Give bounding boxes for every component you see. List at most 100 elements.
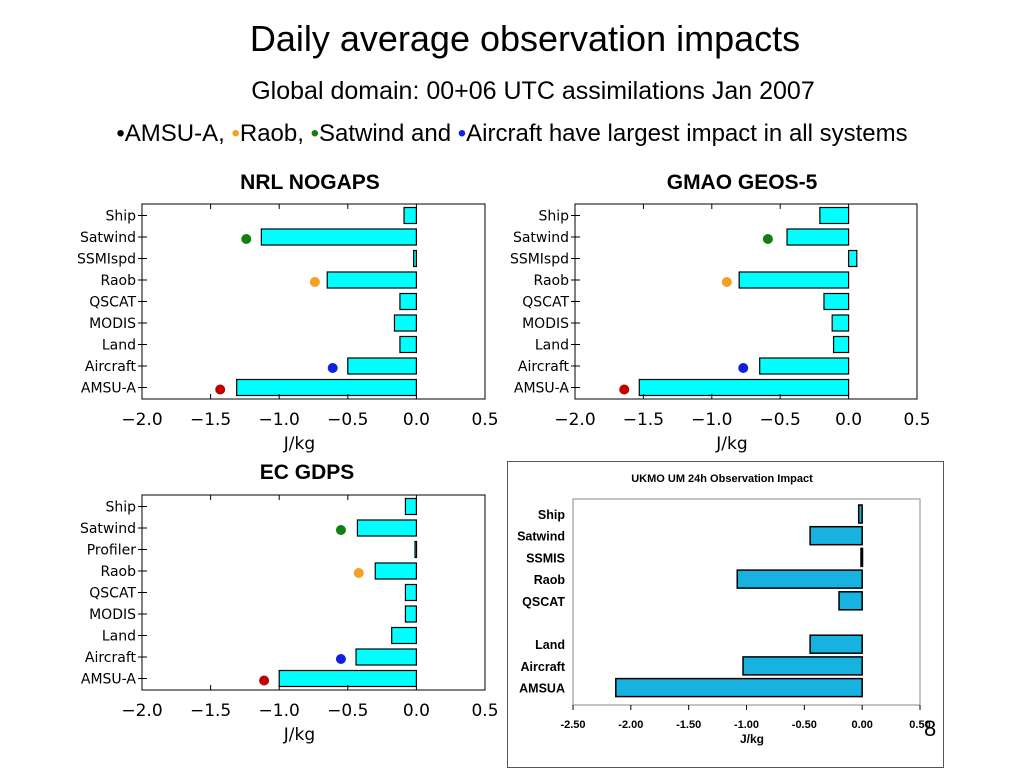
nogaps-bar-aircraft bbox=[347, 357, 417, 375]
ukmo-bar-amsua bbox=[615, 677, 863, 698]
ecgdps-bar-aircraft bbox=[355, 648, 418, 666]
geos5-panel-title: GMAO GEOS-5 bbox=[666, 171, 818, 194]
ukmo-ytick-label-3: Raob bbox=[534, 573, 566, 587]
ecgdps-bar-satwind bbox=[356, 519, 417, 537]
ukmo-ytick-label-6: Land bbox=[535, 638, 565, 652]
aircraft-bullet: • bbox=[457, 120, 467, 147]
ukmo-bar-satwind bbox=[809, 525, 863, 546]
nogaps-ytick-label-7: Aircraft bbox=[85, 359, 137, 375]
nogaps-ytick-label-1: Satwind bbox=[80, 230, 136, 246]
ukmo-ytick-label-0: Ship bbox=[538, 508, 565, 522]
nogaps-marker-satwind bbox=[241, 234, 252, 244]
nogaps-bar-satwind bbox=[260, 228, 418, 246]
nogaps-bar-qscat bbox=[399, 292, 418, 311]
ecgdps-bar-land bbox=[391, 626, 418, 645]
geos5-xtick-label-0: −2.0 bbox=[554, 410, 595, 430]
geos5-ytick-label-1: Satwind bbox=[513, 230, 569, 246]
ukmo-ytick-label-2: SSMIS bbox=[526, 551, 565, 565]
nogaps-ytick-label-4: QSCAT bbox=[89, 295, 136, 311]
ukmo-xtick-label-4: -0.50 bbox=[792, 719, 817, 731]
geos5-ytick-label-4: QSCAT bbox=[522, 295, 569, 311]
ecgdps-ytick-label-0: Ship bbox=[105, 500, 136, 516]
nogaps-ytick-label-6: Land bbox=[102, 338, 136, 354]
geos5-ytick-label-0: Ship bbox=[538, 209, 569, 225]
ecgdps-xtick-label-0: −2.0 bbox=[121, 701, 162, 721]
geos5-marker-aircraft bbox=[738, 363, 749, 373]
geos5-ytick-label-8: AMSU-A bbox=[514, 381, 570, 397]
ecgdps-marker-aircraft bbox=[335, 654, 346, 664]
nogaps-xtick-label-5: 0.5 bbox=[471, 410, 498, 430]
geos5-xtick-label-2: −1.0 bbox=[691, 410, 732, 430]
ecgdps-bar-raob bbox=[374, 562, 417, 580]
ecgdps-ytick-label-1: Satwind bbox=[80, 521, 136, 537]
geos5-marker-satwind bbox=[762, 234, 773, 244]
ukmo-xtick-label-6: 0.50 bbox=[909, 719, 930, 731]
nogaps-ytick-label-5: MODIS bbox=[89, 316, 136, 332]
nogaps-xtick-label-4: 0.0 bbox=[403, 410, 430, 430]
highlight-line: •AMSU-A, •Raob, •Satwind and •Aircraft h… bbox=[0, 120, 1024, 148]
nogaps-marker-raob bbox=[309, 277, 320, 287]
nogaps-panel-title: NRL NOGAPS bbox=[240, 171, 380, 194]
nogaps-ytick-label-2: SSMIspd bbox=[77, 252, 136, 268]
nogaps-xtick-label-0: −2.0 bbox=[121, 410, 162, 430]
ukmo-bar-land bbox=[809, 634, 863, 654]
ukmo-xtick-label-2: -1.50 bbox=[676, 719, 701, 731]
nogaps-bar-ship bbox=[403, 206, 418, 225]
ecgdps-marker-satwind bbox=[335, 525, 346, 535]
ecgdps-bar-profiler bbox=[414, 540, 418, 559]
raob-bullet: • bbox=[231, 120, 240, 147]
geos5-xtick-label-5: 0.5 bbox=[903, 410, 930, 430]
nogaps-xlabel: J/kg bbox=[283, 434, 315, 454]
amsua-bullet: • bbox=[116, 120, 125, 147]
ecgdps-bar-ship bbox=[404, 497, 418, 516]
ecgdps-ytick-label-4: QSCAT bbox=[89, 586, 136, 602]
geos5-bar-ssmispd bbox=[847, 249, 858, 268]
nogaps-bar-modis bbox=[393, 314, 417, 332]
geos5-bar-land bbox=[832, 335, 850, 354]
ecgdps-plot-frame bbox=[141, 494, 486, 691]
nogaps-bar-raob bbox=[326, 271, 418, 289]
geos5-ytick-label-2: SSMIspd bbox=[510, 252, 569, 268]
geos5-xtick-label-4: 0.0 bbox=[835, 410, 862, 430]
geos5-bar-aircraft bbox=[759, 357, 850, 375]
nogaps-bar-amsu-a bbox=[236, 378, 417, 397]
ukmo-xtick-label-3: -1.00 bbox=[734, 719, 759, 731]
ecgdps-xtick-label-1: −1.5 bbox=[190, 701, 231, 721]
highlight-text-amsua: AMSU-A, bbox=[124, 120, 232, 147]
ukmo-bar-aircraft bbox=[742, 656, 863, 676]
geos5-ytick-label-5: MODIS bbox=[522, 316, 569, 332]
nogaps-ytick-label-0: Ship bbox=[105, 209, 136, 225]
nogaps-xtick-label-2: −1.0 bbox=[259, 410, 300, 430]
ukmo-chart-title: UKMO UM 24h Observation Impact bbox=[631, 473, 813, 485]
satwind-bullet: • bbox=[310, 120, 319, 147]
ecgdps-xtick-label-5: 0.5 bbox=[471, 701, 498, 721]
ecgdps-bar-qscat bbox=[404, 583, 418, 602]
ukmo-ytick-label-7: Aircraft bbox=[521, 660, 566, 674]
nogaps-bar-ssmispd bbox=[413, 249, 418, 268]
ecgdps-marker-amsu-a bbox=[259, 675, 270, 686]
geos5-bar-amsu-a bbox=[638, 378, 850, 397]
nogaps-xtick-label-1: −1.5 bbox=[190, 410, 231, 430]
highlight-text-satwind: Satwind and bbox=[318, 120, 458, 147]
ecgdps-marker-raob bbox=[353, 568, 364, 578]
ecgdps-ytick-label-5: MODIS bbox=[89, 607, 136, 623]
ecgdps-panel-title: EC GDPS bbox=[259, 461, 355, 484]
ecgdps-xtick-label-3: −0.5 bbox=[327, 701, 368, 721]
ukmo-xtick-label-5: 0.00 bbox=[851, 719, 872, 731]
slide-subtitle: Global domain: 00+06 UTC assimilations J… bbox=[251, 77, 815, 105]
ukmo-xtick-label-0: -2.50 bbox=[560, 719, 585, 731]
nogaps-bar-land bbox=[399, 335, 418, 354]
ecgdps-ytick-label-6: Land bbox=[102, 629, 136, 645]
highlight-text-raob: Raob, bbox=[239, 120, 311, 147]
ukmo-bar-raob bbox=[736, 569, 863, 589]
ukmo-bar-ssmis bbox=[860, 547, 864, 568]
ecgdps-ytick-label-7: Aircraft bbox=[85, 650, 137, 666]
geos5-xtick-label-1: −1.5 bbox=[623, 410, 664, 430]
geos5-marker-amsu-a bbox=[619, 384, 630, 395]
geos5-bar-satwind bbox=[786, 228, 850, 246]
ukmo-bar-qscat bbox=[838, 591, 863, 611]
geos5-ytick-label-7: Aircraft bbox=[518, 359, 570, 375]
ecgdps-bar-amsu-a bbox=[278, 669, 418, 688]
nogaps-ytick-label-3: Raob bbox=[101, 273, 137, 289]
